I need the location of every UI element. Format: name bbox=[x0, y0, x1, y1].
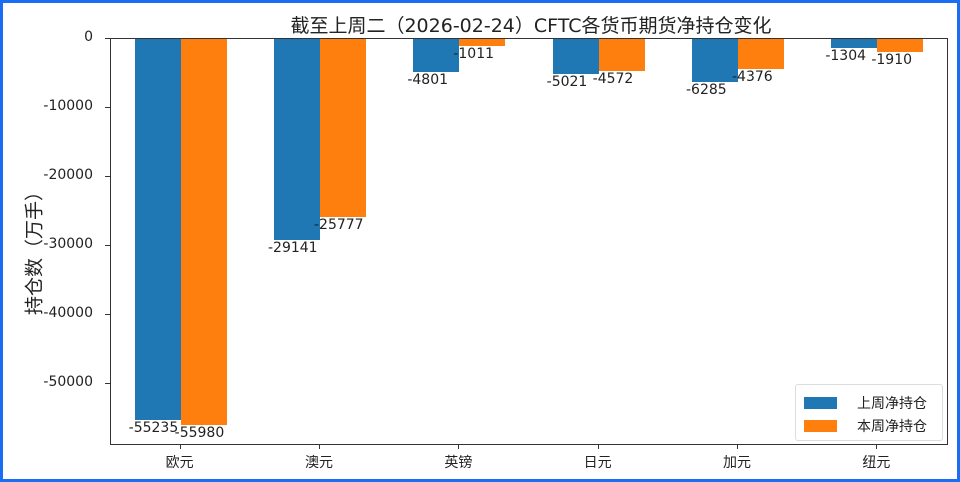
y-tick-mark bbox=[105, 38, 110, 39]
bar-value-label: -1011 bbox=[453, 45, 495, 62]
bar-cur bbox=[180, 39, 227, 426]
bar-prev bbox=[552, 39, 599, 74]
y-tick-mark bbox=[105, 383, 110, 384]
bar-value-label: -4572 bbox=[592, 70, 634, 87]
bar-cur bbox=[598, 39, 645, 71]
legend-swatch-orange bbox=[804, 420, 837, 432]
legend-swatch-blue bbox=[804, 397, 837, 409]
y-tick-label: -30000 bbox=[43, 236, 93, 252]
x-tick-label: 纽元 bbox=[862, 455, 891, 471]
chart-title: 截至上周二（2026-02-24）CFTC各货币期货净持仓变化 bbox=[290, 15, 772, 37]
x-tick-mark bbox=[597, 444, 599, 449]
bar-value-label: -6285 bbox=[686, 82, 727, 99]
legend-label: 本周净持仓 bbox=[857, 419, 927, 435]
y-tick-mark bbox=[105, 245, 110, 246]
x-tick-label: 日元 bbox=[583, 455, 612, 471]
x-tick-label: 加元 bbox=[723, 455, 751, 471]
x-tick-mark bbox=[319, 444, 320, 449]
bar-value-label: -4801 bbox=[407, 72, 449, 89]
y-tick-label: -50000 bbox=[43, 374, 93, 390]
x-tick-label: 欧元 bbox=[165, 455, 194, 471]
legend-item-this-week: 本周净持仓 bbox=[804, 416, 927, 436]
bar-value-label: -5021 bbox=[546, 73, 588, 90]
x-tick-mark bbox=[876, 444, 878, 449]
legend-label: 上周净持仓 bbox=[857, 396, 927, 412]
bar-prev bbox=[692, 39, 738, 83]
bar-prev bbox=[274, 39, 320, 241]
bar-value-label: -55980 bbox=[174, 425, 225, 442]
y-tick-label: -20000 bbox=[43, 167, 93, 183]
bar-cur bbox=[877, 39, 924, 53]
y-tick-label: 0 bbox=[84, 29, 93, 45]
y-tick-label: -10000 bbox=[43, 98, 93, 114]
bar-cur bbox=[738, 39, 784, 70]
legend: 上周净持仓 本周净持仓 bbox=[795, 384, 943, 441]
plot-area bbox=[110, 38, 948, 445]
x-tick-label: 澳元 bbox=[305, 455, 333, 471]
bar-value-label: -4376 bbox=[732, 69, 773, 86]
y-tick-label: -40000 bbox=[43, 305, 93, 321]
bar-prev bbox=[413, 39, 460, 73]
x-tick-mark bbox=[179, 444, 181, 449]
bar-prev bbox=[831, 39, 878, 48]
x-tick-mark bbox=[458, 444, 460, 449]
x-tick-label: 英镑 bbox=[444, 455, 473, 471]
x-tick-mark bbox=[737, 444, 738, 449]
y-tick-mark bbox=[105, 314, 110, 315]
bar-value-label: -1304 bbox=[825, 47, 867, 64]
bar-value-label: -1910 bbox=[871, 52, 913, 69]
bar-cur bbox=[320, 39, 366, 217]
bar-value-label: -55235 bbox=[128, 420, 179, 437]
bar-cur bbox=[459, 39, 506, 46]
y-tick-mark bbox=[105, 176, 110, 177]
bar-prev bbox=[134, 39, 181, 421]
y-tick-mark bbox=[105, 107, 110, 108]
bar-value-label: -29141 bbox=[268, 240, 318, 257]
bar-value-label: -25777 bbox=[314, 216, 364, 233]
legend-item-prev-week: 上周净持仓 bbox=[804, 393, 927, 413]
